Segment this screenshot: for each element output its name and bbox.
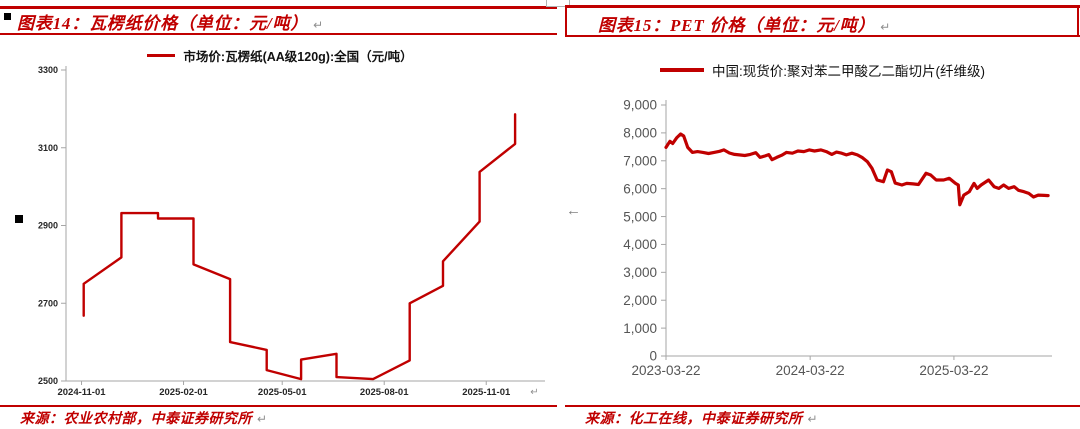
x-tick-label: 2025-03-22 — [919, 363, 988, 378]
y-tick-label: 3300 — [38, 65, 58, 75]
x-tick-label: 2025-05-01 — [258, 387, 307, 398]
source-divider-rule — [0, 405, 557, 407]
cell-left-border — [565, 5, 567, 37]
page-artifact-box — [546, 0, 570, 7]
bullet-square-icon — [4, 13, 11, 20]
corrugated-paper-price-chart: 2500 2700 2900 3100 3300 2024-11-01 2025-02-01… — [38, 65, 545, 398]
paragraph-mark-icon: ↵ — [257, 412, 268, 426]
y-tick-label: 3,000 — [623, 265, 657, 280]
y-tick-label: 1,000 — [623, 321, 657, 336]
top-border-rule — [0, 6, 557, 9]
source-divider-rule — [565, 405, 1080, 407]
y-tick-label: 6,000 — [623, 181, 657, 196]
source-text: 来源：化工在线，中泰证券研究所 — [585, 412, 803, 427]
axis-line — [65, 66, 545, 382]
y-tick-label: 5,000 — [623, 209, 657, 224]
y-tick-label: 7,000 — [623, 154, 657, 169]
x-tick-label: 2024-03-22 — [776, 363, 845, 378]
y-tick-label: 2700 — [38, 298, 58, 308]
legend-label: 市场价:瓦楞纸(AA级120g):全国（元/吨） — [183, 50, 413, 64]
y-tick-label: 4,000 — [623, 237, 657, 252]
price-line-series — [664, 132, 1050, 207]
title-underline-rule — [565, 35, 1080, 37]
title-underline-rule — [0, 33, 557, 35]
legend-corrugated-paper: 市场价:瓦楞纸(AA级120g):全国（元/吨） — [0, 46, 560, 65]
x-tick-label: 2024-11-01 — [57, 387, 106, 398]
x-tick-label: 2023-03-22 — [631, 363, 700, 378]
y-tick-label: 2,000 — [623, 293, 657, 308]
figure-14-title-text: 图表14：瓦楞纸价格（单位：元/吨） — [17, 14, 309, 33]
anchor-arrow-mark: ← — [566, 202, 581, 219]
y-tick-label: 2900 — [38, 221, 58, 231]
figure-15-title: 图表15：PET 价格（单位：元/吨） ↵ — [598, 11, 890, 36]
paragraph-mark-icon: ↵ — [313, 18, 324, 32]
y-tick-label: 8,000 — [623, 126, 657, 141]
figure-14-title: 图表14：瓦楞纸价格（单位：元/吨） ↵ — [17, 9, 323, 34]
figure-15-panel: 图表15：PET 价格（单位：元/吨） ↵ 中国:现货价:聚对苯二甲酸乙二酯切片(… — [565, 0, 1080, 429]
paragraph-mark-icon: ↵ — [530, 387, 538, 398]
figure-15-source: 来源：化工在线，中泰证券研究所 ↵ — [585, 408, 818, 428]
top-border-rule — [565, 5, 1080, 8]
paragraph-mark-icon: ↵ — [880, 20, 891, 34]
y-tick-label: 3100 — [38, 143, 58, 153]
x-tick-label: 2025-08-01 — [360, 387, 409, 398]
source-text: 来源：农业农村部，中泰证券研究所 — [20, 412, 252, 427]
y-tick-label: 0 — [649, 349, 657, 364]
y-tick-label: 9,000 — [623, 98, 657, 113]
legend-line-swatch — [147, 54, 176, 57]
price-line-series — [82, 113, 517, 381]
pet-price-chart: 0 1,000 2,000 3,000 4,000 5,000 6,000 7,000 8,00… — [623, 98, 1052, 378]
x-tick-label: 2025-11-01 — [462, 387, 511, 398]
stray-square-mark — [15, 215, 23, 223]
legend-label: 中国:现货价:聚对苯二甲酸乙二酯切片(纤维级) — [712, 64, 985, 79]
paragraph-mark-icon: ↵ — [807, 412, 818, 426]
figure-15-title-text: 图表15：PET 价格（单位：元/吨） — [598, 16, 876, 35]
cell-right-border — [1077, 5, 1079, 37]
axis-line — [665, 100, 1052, 357]
y-tick-label: 2500 — [38, 376, 58, 386]
x-tick-label: 2025-02-01 — [159, 387, 208, 398]
figure-14-panel: 图表14：瓦楞纸价格（单位：元/吨） ↵ 市场价:瓦楞纸(AA级120g):全国（… — [0, 6, 560, 428]
legend-pet-price: 中国:现货价:聚对苯二甲酸乙二酯切片(纤维级) — [565, 60, 1080, 80]
legend-line-swatch — [660, 68, 704, 72]
figure-14-source: 来源：农业农村部，中泰证券研究所 ↵ — [20, 408, 267, 428]
